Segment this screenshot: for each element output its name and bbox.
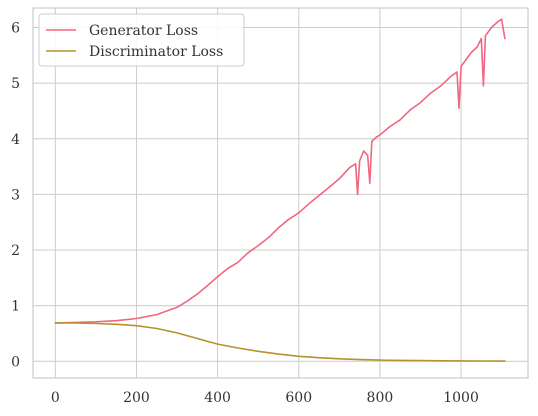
x-tick-label: 600: [285, 390, 312, 406]
series-line-discriminator: [54, 322, 506, 362]
y-tick-label: 4: [11, 132, 20, 148]
y-tick-label: 3: [11, 187, 20, 203]
legend-label-discriminator: Discriminator Loss: [89, 44, 223, 60]
y-tick-label: 6: [11, 20, 20, 36]
x-tick-label: 800: [367, 390, 394, 406]
legend-box: [38, 13, 245, 67]
y-tick-label: 0: [11, 354, 20, 370]
y-tick-label: 1: [11, 299, 20, 315]
legend-label-generator: Generator Loss: [89, 23, 198, 39]
y-tick-label: 5: [11, 76, 20, 92]
plot-area: [32, 7, 529, 379]
series-line-generator: [54, 18, 506, 324]
x-tick-label: 0: [51, 390, 60, 406]
legend: Generator Loss Discriminator Loss: [38, 13, 245, 67]
y-tick-label: 2: [11, 243, 20, 259]
x-tick-label: 400: [204, 390, 231, 406]
x-tick-label: 200: [123, 390, 150, 406]
x-tick-label: 1000: [443, 390, 479, 406]
series-layer: [54, 18, 506, 362]
tick-labels: 0 200 400 600 800 1000 0 1 2 3 4 5 6: [11, 20, 479, 406]
